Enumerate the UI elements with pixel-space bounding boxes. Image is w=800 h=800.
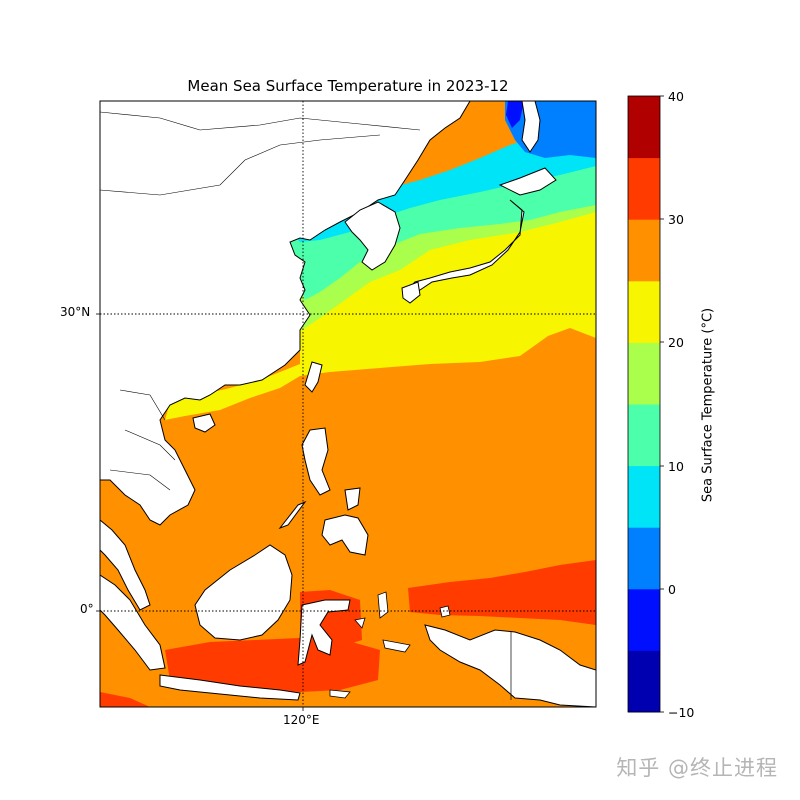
colorbar-tick-label: 0: [668, 582, 676, 597]
colorbar-segment: [628, 342, 660, 405]
lon-tick-120e: 120°E: [283, 713, 320, 727]
colorbar-tick-label: 20: [668, 335, 684, 350]
sst-band-neg5-0: [506, 101, 524, 128]
sst-band-10-15: [282, 162, 596, 300]
colorbar-segment: [628, 157, 660, 220]
colorbar-frame: [627, 95, 661, 713]
colorbar-tick-label: 30: [668, 212, 684, 227]
taiwan: [304, 361, 323, 393]
colorbar-tick-label: 40: [668, 89, 684, 104]
watermark-text: 知乎 @终止进程: [616, 756, 778, 780]
map-frame: [99, 100, 597, 708]
country-borders: [100, 111, 421, 491]
axis-ticks: [96, 313, 304, 711]
malay-peninsula: [100, 519, 151, 611]
colorbar-ticks: [660, 95, 664, 713]
hokkaido: [498, 167, 557, 196]
asia-mainland: [100, 101, 471, 526]
map-panel: [100, 101, 596, 707]
colorbar-segment: [628, 219, 660, 282]
colorbar: [628, 96, 660, 713]
korean-peninsula: [344, 201, 401, 271]
sst-band-20-25: [165, 202, 596, 420]
hainan: [192, 413, 216, 433]
colorbar-label: Sea Surface Temperature (°C): [700, 307, 716, 503]
sumatra: [100, 574, 166, 671]
colorbar-segment: [628, 465, 660, 528]
colorbar-segment: [628, 404, 660, 467]
colorbar-tick-label: 10: [668, 459, 684, 474]
borneo: [194, 544, 293, 641]
new-guinea: [424, 624, 596, 707]
lat-tick-equator: 0°: [80, 602, 94, 616]
sakhalin: [521, 101, 541, 153]
colorbar-segment: [628, 527, 660, 590]
colorbar-segment: [628, 280, 660, 343]
sulawesi: [297, 599, 351, 666]
gridlines: [100, 101, 596, 707]
colorbar-segment: [628, 650, 660, 713]
lat-tick-30n: 30°N: [60, 305, 91, 319]
chart-title: Mean Sea Surface Temperature in 2023-12: [187, 77, 509, 95]
kyushu: [401, 281, 421, 304]
colorbar-tick-label: −10: [668, 705, 695, 720]
java: [159, 674, 301, 701]
colorbar-segment: [628, 96, 660, 159]
colorbar-segment: [628, 588, 660, 651]
philippines: [278, 427, 369, 556]
small-islands: [329, 591, 451, 699]
